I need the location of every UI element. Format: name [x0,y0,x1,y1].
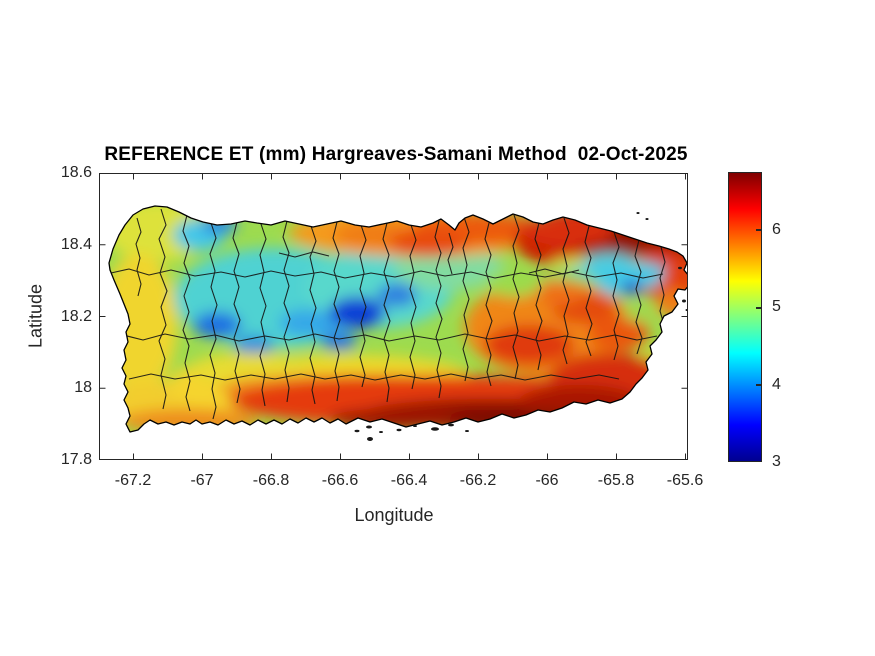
map-plot [99,173,688,460]
colorbar-tick [756,384,761,386]
offshore-cays [354,212,688,441]
y-axis-tick-label: 18 [74,379,92,396]
colorbar-tick [756,229,761,231]
x-axis-tick-label: -66.4 [390,472,428,489]
y-axis-label: Latitude [25,283,46,349]
x-axis-tick-label: -66 [535,472,559,489]
x-axis-tick-label: -66.8 [252,472,290,489]
x-axis-tick-label: -66.6 [321,472,359,489]
x-axis-tick-label: -66.2 [459,472,497,489]
y-axis-tick-label: 17.8 [60,451,92,468]
y-axis-tick-label: 18.2 [60,308,92,325]
colorbar-tick-label: 3 [772,453,781,470]
y-axis-tick-label: 18.6 [60,164,92,181]
figure-title: REFERENCE ET (mm) Hargreaves-Samani Meth… [104,144,688,165]
puerto-rico-coastline [108,205,688,433]
y-axis-tick-label: 18.4 [60,236,92,253]
colorbar-tick-label: 4 [772,376,781,393]
x-axis-tick-label: -65.6 [666,472,704,489]
colorbar-tick-label: 5 [772,298,781,315]
x-axis-tick-label: -67.2 [114,472,152,489]
colorbar-tick [756,307,761,309]
x-axis-label: Longitude [354,505,434,525]
axes-box [99,173,688,460]
municipal-boundaries [110,208,666,420]
colorbar-tick-label: 6 [772,221,781,238]
colorbar-gradient [728,172,762,462]
x-axis-tick-label: -67 [190,472,214,489]
x-axis-tick-label: -65.8 [597,472,635,489]
et-heat-field [109,206,688,432]
